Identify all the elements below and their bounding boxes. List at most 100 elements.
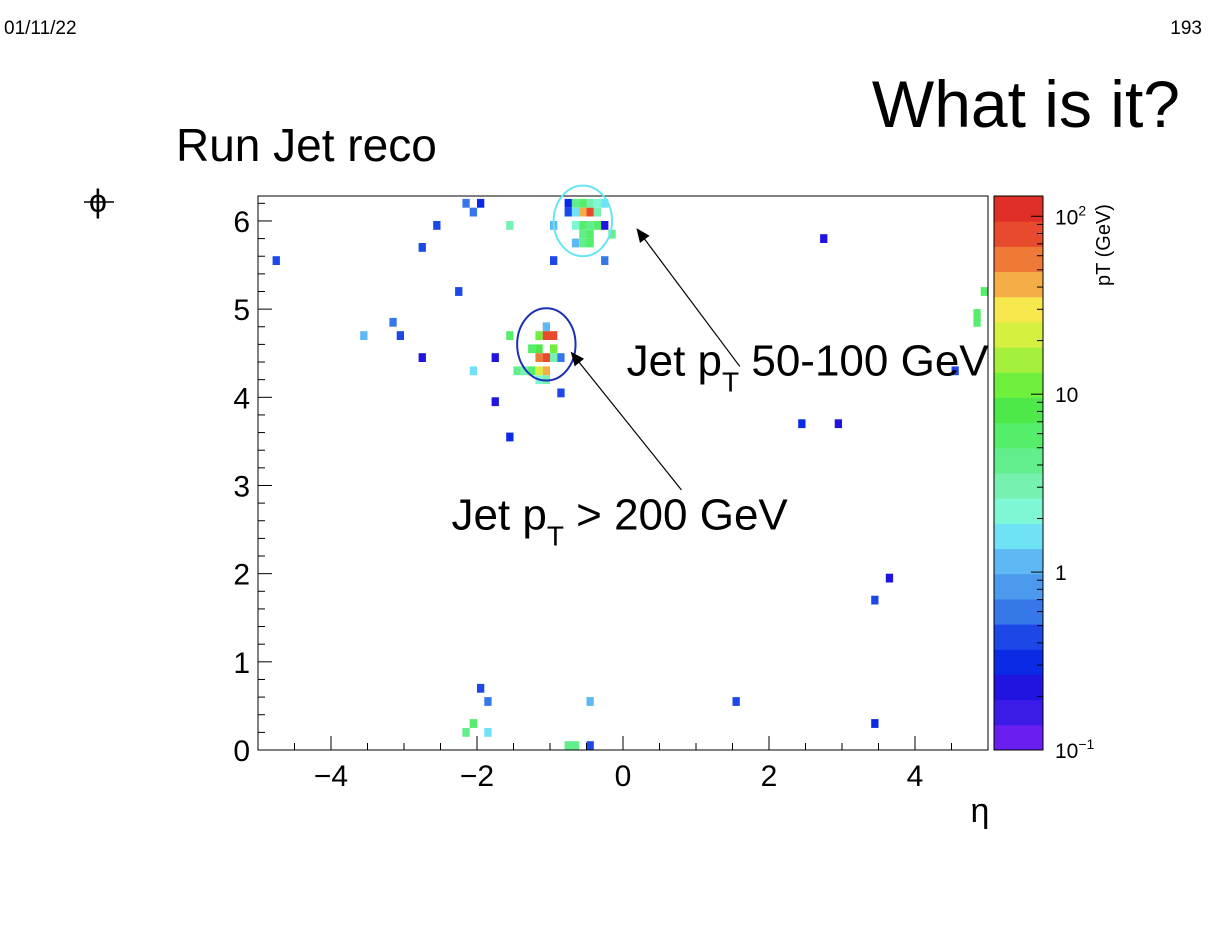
heatmap-cell [871, 719, 879, 728]
heatmap-cell [586, 229, 594, 239]
heatmap-cell [542, 331, 550, 340]
colorbar-step [994, 699, 1043, 726]
y-tick-label: 5 [233, 294, 250, 327]
colorbar-label: pT (GeV) [1093, 204, 1115, 286]
heatmap-cell [885, 573, 894, 583]
heatmap-cell [820, 234, 828, 243]
heatmap-cell [601, 221, 609, 230]
heatmap-cell [506, 432, 514, 442]
colorbar-step [994, 724, 1043, 751]
y-tick-label: 4 [233, 382, 250, 415]
colorbar-step [994, 523, 1043, 550]
heatmap-cell [520, 366, 529, 376]
heatmap-cell [418, 353, 426, 362]
heatmap-cell [798, 419, 806, 429]
heatmap-cell [477, 683, 485, 693]
heatmap-cell [491, 353, 499, 362]
y-axis-label: ϕ [89, 183, 107, 219]
colorbar-step [994, 221, 1043, 247]
colorbar-tick-exponent: −1 [1078, 736, 1094, 752]
heatmap-cell [477, 198, 485, 208]
x-tick-label: 2 [761, 760, 778, 793]
annotation-label-rest: > 200 GeV [564, 491, 788, 540]
x-tick-label: 0 [615, 760, 632, 793]
colorbar-step [994, 347, 1043, 373]
colorbar-step [994, 624, 1043, 650]
colorbar: 10−1 1 10 102 [993, 195, 1095, 763]
colorbar-step [994, 296, 1043, 323]
annotation-subscript: T [547, 521, 564, 552]
heatmap-cell [601, 198, 609, 208]
heatmap-cell [528, 344, 536, 354]
heatmap-cell [557, 353, 565, 362]
annotation-arrow [570, 351, 682, 491]
heatmap-cell [973, 309, 981, 318]
heatmap-cell [608, 229, 616, 239]
heatmap-cell [586, 697, 594, 706]
heatmap-cell [513, 366, 521, 376]
heatmap-cell [528, 366, 536, 376]
colorbar-step [994, 674, 1043, 701]
slide-title: What is it? [871, 67, 1180, 141]
heatmap-cell [564, 198, 572, 208]
heatmap-cell [550, 331, 558, 340]
heatmap-cell [535, 353, 543, 362]
y-tick-label: 6 [233, 206, 250, 239]
colorbar-step [994, 598, 1043, 625]
heatmap-cell [469, 366, 477, 376]
heatmap-cell [601, 256, 609, 265]
colorbar-step [994, 573, 1043, 600]
heatmap-cell [571, 198, 580, 208]
colorbar-step [994, 548, 1043, 575]
jet-ellipse [516, 307, 577, 382]
colorbar-step [994, 397, 1043, 424]
heatmap-cell [484, 697, 492, 706]
heatmap-cell [579, 221, 587, 230]
colorbar-step [994, 196, 1043, 222]
chart-title: Run Jet reco [176, 119, 437, 171]
heatmap-cell [462, 728, 470, 737]
heatmap-cell [834, 419, 842, 429]
heatmap-cell [462, 198, 470, 208]
heatmap-cell [542, 322, 550, 332]
colorbar-step [994, 649, 1043, 675]
slide-date: 01/11/22 [4, 18, 77, 39]
annotation-subscript: T [722, 366, 739, 397]
colorbar-step [994, 246, 1043, 273]
heatmap-cell [396, 331, 404, 340]
heatmap-cell [506, 331, 514, 340]
colorbar-frame [993, 195, 1044, 751]
heatmap-cell [506, 221, 514, 230]
heatmap-cell [586, 207, 594, 217]
heatmap-cell [550, 256, 558, 265]
colorbar-step [994, 498, 1043, 524]
heatmap-cell [871, 595, 879, 605]
colorbar-step [994, 473, 1043, 499]
colorbar-step [994, 271, 1043, 298]
colorbar-step [994, 422, 1043, 449]
heatmap-cell [542, 366, 550, 376]
heatmap-cell [571, 207, 580, 217]
heatmap-cell [542, 353, 550, 362]
heatmap-cell [586, 238, 594, 248]
heatmap-cell [389, 317, 397, 327]
y-tick-label: 2 [233, 559, 250, 592]
heatmap-cell [586, 221, 594, 230]
annotation-label: Jet pT 50-100 GeV [627, 336, 990, 397]
heatmap-cell [469, 719, 477, 728]
colorbar-step [994, 372, 1043, 398]
y-tick-label: 1 [233, 647, 250, 680]
heatmap-cell [579, 207, 587, 217]
heatmap-cell [579, 238, 587, 248]
colorbar-tick-label: 10−1 [1055, 736, 1095, 763]
heatmap-cell [535, 366, 543, 376]
x-tick-label: −4 [314, 760, 348, 793]
heatmap-cells [272, 198, 988, 750]
heatmap-cell [484, 728, 492, 737]
heatmap-cell [579, 198, 587, 208]
colorbar-tick-label: 102 [1055, 202, 1086, 229]
heatmap-cell [360, 331, 368, 340]
y-tick-label: 3 [233, 470, 250, 503]
heatmap-cell [593, 221, 602, 230]
heatmap-cell [732, 697, 740, 706]
